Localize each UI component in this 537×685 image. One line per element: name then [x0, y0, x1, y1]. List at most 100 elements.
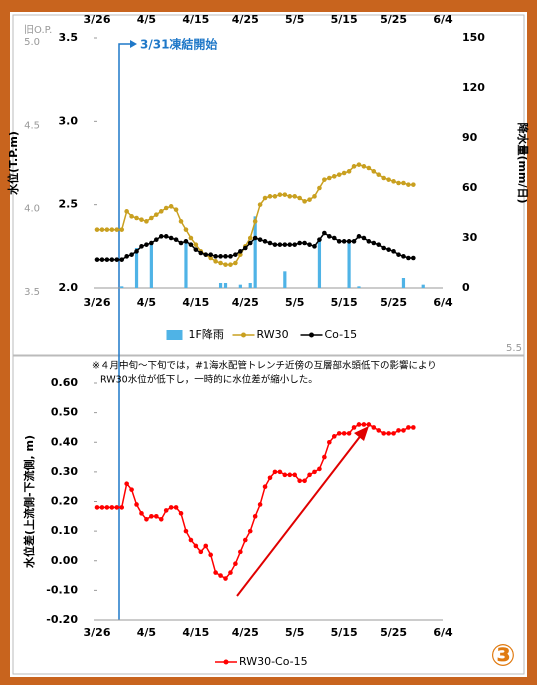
point [257, 202, 263, 207]
point [104, 227, 110, 232]
point [297, 478, 302, 484]
point [331, 434, 337, 439]
point [406, 255, 411, 261]
y2-axis-label: 降水量(mm/日) [516, 123, 530, 204]
point [188, 537, 194, 543]
freeze-line [118, 43, 132, 620]
op-tick-label: 4.0 [24, 204, 40, 215]
point [317, 185, 322, 191]
point [198, 549, 204, 555]
y2-tick-label: 120 [462, 81, 485, 94]
point [401, 254, 406, 259]
point [302, 478, 307, 484]
point [346, 431, 352, 436]
x-tick-label-top: 3/26 [84, 13, 111, 26]
point [307, 472, 312, 478]
point [351, 239, 357, 244]
legend-marker [309, 332, 314, 338]
point [233, 561, 238, 567]
point [94, 257, 100, 262]
point [406, 182, 411, 187]
point [139, 244, 144, 249]
point [262, 195, 268, 201]
point [366, 165, 372, 171]
y-tick-label: 0.40 [51, 435, 78, 448]
point [109, 227, 115, 232]
x-tick-label: 4/5 [137, 626, 156, 639]
y2-tick-label: 60 [462, 181, 478, 194]
point [173, 237, 179, 242]
y2-tick-label: 90 [462, 131, 478, 144]
x-tick-label-top: 4/15 [182, 13, 209, 26]
legend-label: RW30 [257, 328, 289, 341]
point [119, 505, 125, 510]
point [109, 505, 115, 510]
point [154, 237, 159, 242]
rain-bar [253, 216, 257, 288]
point [322, 454, 327, 460]
point [149, 514, 154, 519]
point [203, 543, 209, 549]
rain-bar [184, 239, 188, 288]
point [401, 180, 406, 186]
point [163, 205, 169, 211]
rain-bar [317, 239, 322, 288]
point [381, 245, 386, 251]
op-label: 旧O.P. [24, 24, 52, 36]
point [376, 172, 382, 177]
point [129, 487, 134, 492]
point [134, 215, 139, 221]
point [114, 257, 120, 262]
trend-arrowhead [354, 426, 369, 441]
point [356, 234, 362, 239]
point [396, 180, 401, 186]
x-tick-label: 4/25 [232, 296, 259, 309]
point [208, 252, 213, 257]
point [356, 162, 362, 167]
y-tick-label: 0.30 [51, 465, 78, 478]
point [341, 170, 347, 176]
point [401, 428, 406, 433]
point [307, 242, 312, 247]
point [94, 505, 100, 510]
point [267, 194, 273, 199]
x-tick-label-top: 4/5 [137, 13, 156, 26]
y-tick-label: -0.10 [46, 583, 78, 596]
point [287, 242, 293, 247]
point [356, 422, 362, 427]
point [223, 262, 228, 267]
point [292, 242, 298, 247]
point [149, 215, 154, 221]
y2-tick-label: 0 [462, 281, 470, 294]
x-tick-label: 4/15 [182, 296, 209, 309]
point [124, 481, 129, 487]
point [411, 425, 416, 430]
point [134, 249, 139, 254]
y-axis-label: 水位(T.P.m) [6, 131, 20, 195]
y-tick-label: 0.60 [51, 376, 78, 389]
point [336, 431, 342, 436]
point [287, 194, 293, 199]
point [282, 192, 288, 197]
point [381, 431, 386, 436]
x-tick-label-top: 5/25 [380, 13, 407, 26]
point [302, 199, 307, 204]
point [149, 240, 154, 246]
point [114, 505, 120, 510]
point [371, 425, 377, 430]
point [386, 177, 391, 182]
y2-tick-label: 150 [462, 31, 485, 44]
y-tick-label: 2.5 [59, 198, 79, 211]
point [252, 219, 258, 224]
rain-bar [283, 271, 287, 288]
point [134, 502, 139, 507]
point [144, 242, 149, 247]
point [267, 240, 273, 246]
op-tick-label: 3.5 [24, 287, 40, 298]
point [312, 194, 317, 199]
point [94, 227, 100, 232]
point [144, 219, 149, 224]
point [99, 505, 105, 510]
y-tick-label: 2.0 [59, 281, 79, 294]
